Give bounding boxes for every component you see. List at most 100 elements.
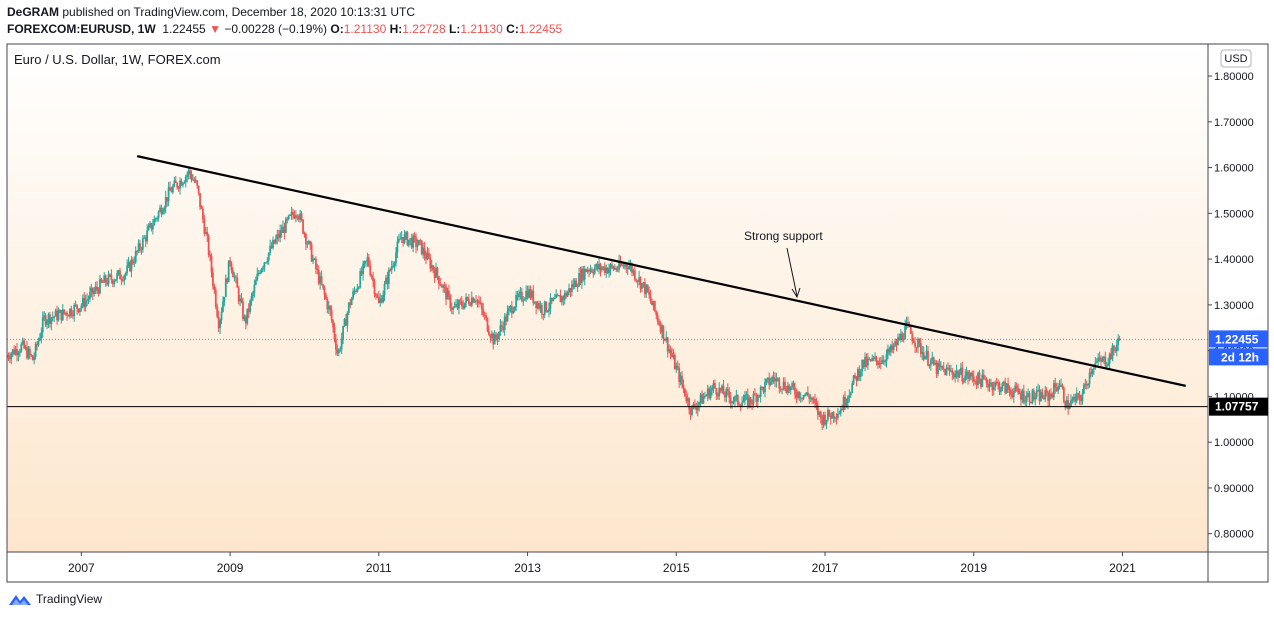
candle-body — [540, 305, 543, 315]
candle-body — [754, 393, 756, 395]
candle-body — [506, 311, 509, 322]
candle-body — [270, 245, 273, 249]
candle-body — [1018, 392, 1021, 394]
candle-body — [376, 296, 379, 298]
candle-body — [40, 332, 43, 339]
candle-body — [422, 247, 425, 255]
candle-body — [137, 243, 140, 252]
candle-body — [728, 390, 731, 398]
candle-body — [1095, 361, 1098, 363]
candle-body — [692, 404, 695, 406]
time-axis[interactable]: 2007 2009 2011 2013 2015 2017 2019 2021 — [68, 552, 1136, 575]
last-price-badge — [1209, 330, 1268, 348]
candle-body — [37, 340, 40, 346]
candle-body — [746, 394, 749, 407]
countdown-label: 2d 12h — [1221, 350, 1259, 364]
candle-body — [1012, 391, 1015, 397]
candle-body — [631, 264, 633, 273]
y-tick-label: 1.00000 — [1214, 437, 1254, 449]
last-price-label: 1.22455 — [1215, 332, 1259, 346]
candle-body — [639, 277, 642, 289]
candle-body — [353, 290, 356, 292]
candle-body — [325, 294, 327, 299]
candle-body — [891, 345, 894, 350]
candle-body — [100, 279, 103, 282]
candle-body — [671, 353, 673, 357]
candle-body — [724, 394, 726, 398]
brand-name: TradingView — [36, 592, 103, 606]
candle-body — [60, 310, 63, 321]
candle-body — [518, 293, 520, 297]
candle-body — [156, 217, 159, 219]
candle-body — [396, 241, 399, 253]
candle-body — [649, 294, 652, 302]
candle-body — [488, 331, 490, 335]
candle-body — [91, 287, 94, 294]
candle-body — [478, 300, 480, 303]
candle-body — [1062, 387, 1065, 402]
plot-background — [7, 44, 1208, 552]
candle-body — [365, 260, 367, 262]
price-chart[interactable]: Strong support Euro / U.S. Dollar, 1W, F… — [0, 0, 1274, 590]
candle-body — [964, 375, 967, 382]
candle-body — [503, 316, 506, 331]
open-value: 1.21130 — [343, 22, 387, 36]
candle-body — [676, 366, 679, 368]
low-value: 1.21130 — [460, 22, 503, 36]
candle-body — [764, 382, 766, 393]
candle-body — [1090, 372, 1092, 375]
candle-body — [560, 296, 563, 303]
candle-body — [54, 310, 57, 317]
candle-body — [1071, 399, 1074, 401]
candle-body — [878, 363, 881, 365]
candle-body — [731, 401, 733, 403]
candle-body — [721, 385, 723, 391]
candle-body — [183, 182, 186, 184]
candle-body — [909, 326, 912, 334]
candle-body — [405, 232, 407, 235]
candle-body — [804, 394, 806, 396]
candle-body — [570, 284, 573, 292]
candle-body — [425, 255, 427, 260]
candle-body — [167, 187, 170, 202]
candle-body — [322, 284, 324, 288]
candle-body — [433, 270, 436, 278]
candle-body — [791, 383, 794, 387]
candle-body — [768, 377, 771, 385]
candle-body — [1052, 383, 1055, 398]
candle-body — [766, 377, 769, 380]
candle-body — [202, 208, 204, 220]
candle-body — [51, 317, 54, 319]
candle-body — [924, 356, 927, 360]
candle-body — [207, 235, 210, 256]
candle-body — [969, 373, 972, 377]
candle-body — [244, 316, 247, 324]
candle-body — [829, 415, 832, 419]
currency-badge[interactable]: USD — [1220, 49, 1252, 68]
candle-body — [1022, 390, 1025, 403]
candle-body — [224, 278, 227, 297]
price-axis[interactable]: 1.80000 1.70000 1.60000 1.50000 1.40000 1.300… — [1208, 71, 1254, 541]
candle-body — [61, 309, 64, 321]
candle-body — [116, 273, 119, 280]
candle-body — [223, 296, 226, 302]
candle-body — [529, 289, 532, 298]
candle-body — [606, 267, 609, 274]
candle-body — [90, 287, 93, 293]
candle-body — [113, 281, 116, 284]
candle-body — [101, 281, 104, 283]
candle-body — [992, 387, 995, 391]
candle-body — [1037, 389, 1040, 392]
candle-body — [1044, 390, 1047, 400]
candle-body — [73, 305, 76, 316]
candle-body — [539, 305, 542, 309]
candle-body — [399, 238, 402, 240]
candle-body — [848, 395, 851, 397]
candle-body — [932, 357, 935, 365]
candle-body — [691, 405, 693, 415]
candle-body — [272, 239, 274, 249]
candle-body — [313, 258, 316, 260]
candle-body — [193, 179, 196, 182]
candle-body — [1105, 365, 1108, 367]
candle-body — [204, 231, 207, 234]
